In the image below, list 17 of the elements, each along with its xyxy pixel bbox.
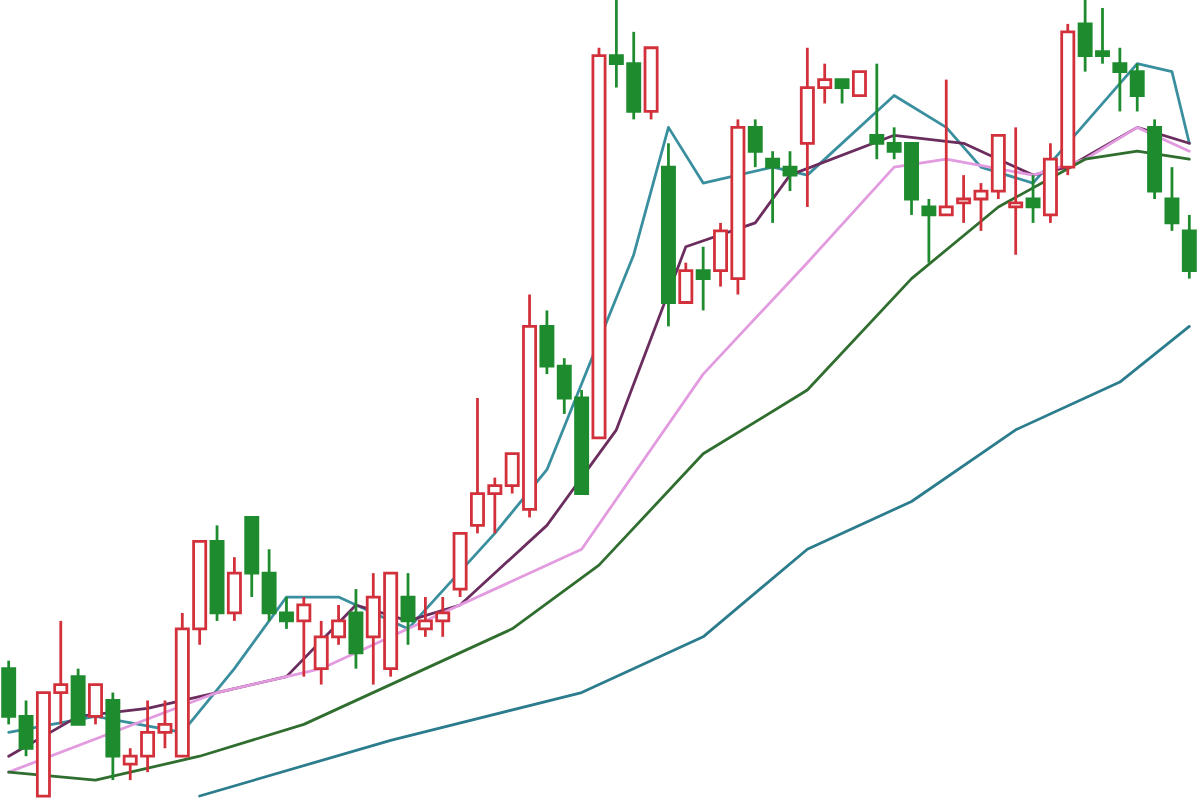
candlestick <box>70 667 86 726</box>
candlestick <box>1025 173 1041 225</box>
candlestick <box>88 683 103 726</box>
candlestick <box>834 78 850 105</box>
candlestick <box>1181 213 1197 280</box>
candlestick <box>296 595 312 679</box>
candlestick <box>400 571 416 647</box>
candlestick <box>1164 165 1180 233</box>
candlestick <box>747 118 763 169</box>
candlestick <box>678 261 694 304</box>
candlestick <box>1008 125 1024 257</box>
candlestick <box>938 78 954 217</box>
candlestick <box>921 197 937 265</box>
candlestick <box>695 245 711 312</box>
candlestick <box>851 70 867 97</box>
candlestick <box>226 555 242 623</box>
candlestick <box>348 587 364 671</box>
